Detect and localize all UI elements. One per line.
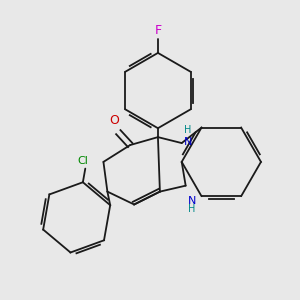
Text: H: H (184, 125, 191, 135)
Text: N: N (188, 196, 196, 206)
Text: H: H (188, 205, 195, 214)
Text: Cl: Cl (78, 156, 89, 166)
Text: N: N (184, 137, 192, 147)
Text: F: F (154, 24, 161, 37)
Text: O: O (110, 114, 119, 127)
